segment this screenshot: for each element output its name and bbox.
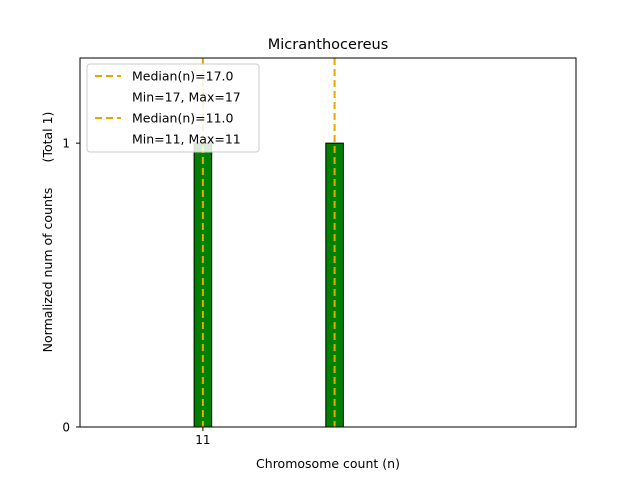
chart-title: Micranthocereus [268,37,389,53]
y-tick-label-0: 0 [62,421,70,435]
legend-label-3: Min=11, Max=11 [132,132,241,147]
legend-box [86,63,260,153]
legend-label-1: Min=17, Max=17 [132,90,241,105]
x-axis-ticks: 11 [195,427,211,447]
chart-marks [80,58,546,428]
y-tick-label-1: 1 [62,137,70,151]
legend-label-2: Median(n)=11.0 [132,111,233,126]
y-axis-total-note: (Total 1) [40,112,55,163]
x-axis-label: Chromosome count (n) [256,456,400,471]
y-axis-label: Normalized num of counts [40,188,55,353]
legend-label-0: Median(n)=17.0 [132,69,233,84]
x-tick-label-0: 11 [195,433,210,447]
y-axis-ticks: 01 [62,137,80,435]
axes-frame [79,57,577,428]
legend: Median(n)=17.0 Min=17, Max=17 Median(n)=11… [86,63,260,153]
